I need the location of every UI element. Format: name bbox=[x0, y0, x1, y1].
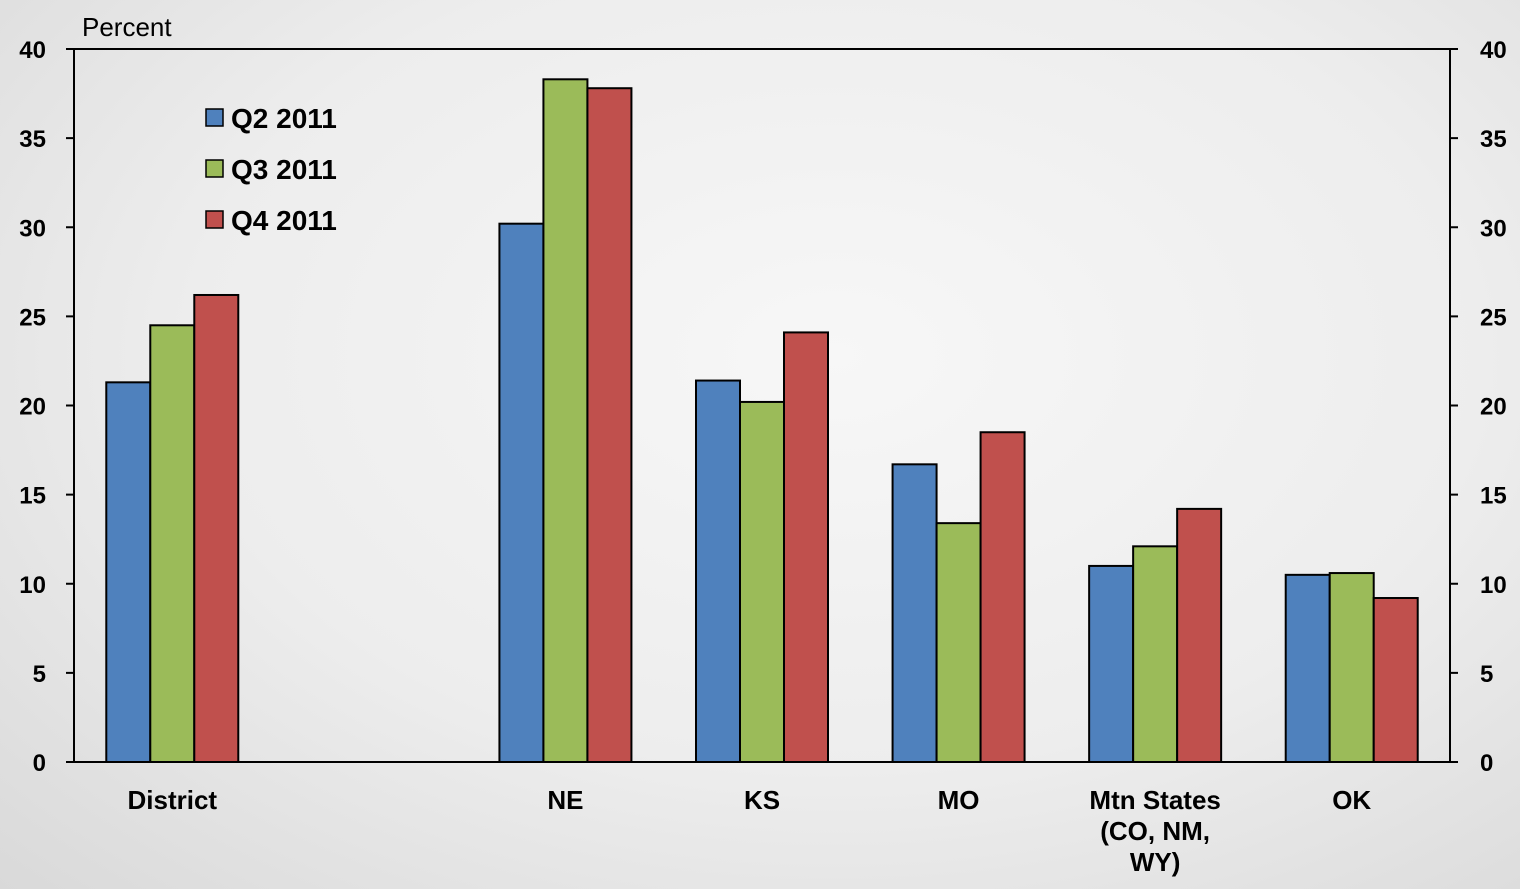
bar bbox=[193, 293, 240, 763]
x-category-label: KS bbox=[744, 785, 780, 815]
y-tick-label-right: 10 bbox=[1480, 572, 1507, 599]
x-category-label: MO bbox=[938, 785, 980, 815]
bar bbox=[739, 400, 785, 763]
bar bbox=[979, 431, 1026, 763]
legend-label: Q2 2011 bbox=[231, 103, 337, 134]
legend: Q2 2011 Q3 2011 Q4 2011 bbox=[205, 103, 337, 236]
y-tick-label-left: 15 bbox=[19, 483, 46, 510]
bar bbox=[542, 78, 589, 764]
bar bbox=[1284, 573, 1331, 764]
x-category-label: (CO, NM, bbox=[1100, 816, 1210, 846]
y-tick-label-right: 25 bbox=[1480, 304, 1507, 331]
y-tick-label-right: 35 bbox=[1480, 126, 1507, 153]
legend-label: Q3 2011 bbox=[231, 154, 337, 185]
x-category-label: District bbox=[127, 785, 217, 815]
bar bbox=[783, 331, 829, 763]
bar bbox=[1132, 545, 1179, 763]
x-category-labels: District NE KS MO Mtn States(CO, NM,WY) OK bbox=[127, 785, 1371, 877]
y-tick-label-right: 5 bbox=[1480, 661, 1493, 688]
y-tick-label-right: 30 bbox=[1480, 215, 1507, 242]
y-tick-label-left: 10 bbox=[19, 572, 46, 599]
y-tick-label-left: 30 bbox=[19, 215, 46, 242]
bar bbox=[695, 379, 741, 763]
y-tick-label-left: 25 bbox=[19, 304, 46, 331]
bar bbox=[1328, 572, 1375, 763]
x-category-label: NE bbox=[547, 785, 583, 815]
y-tick-label-right: 40 bbox=[1480, 37, 1507, 64]
x-category-label: Mtn States bbox=[1089, 785, 1220, 815]
bar bbox=[1176, 507, 1223, 764]
legend-label: Q4 2011 bbox=[231, 205, 337, 236]
legend-swatch bbox=[205, 108, 224, 127]
bar bbox=[935, 522, 982, 764]
bar bbox=[149, 324, 196, 763]
bar bbox=[1372, 597, 1419, 764]
bar bbox=[586, 87, 633, 763]
y-tick-label-left: 0 bbox=[33, 750, 46, 777]
y-tick-label-left: 40 bbox=[19, 37, 46, 64]
x-category-label: WY) bbox=[1130, 847, 1181, 877]
y-tick-label-right: 15 bbox=[1480, 483, 1507, 510]
legend-swatch bbox=[205, 210, 224, 229]
legend-swatch bbox=[205, 159, 224, 178]
y-tick-label-right: 20 bbox=[1480, 394, 1507, 421]
y-axis-label: Percent bbox=[82, 12, 172, 42]
x-category-label: OK bbox=[1332, 785, 1371, 815]
bar bbox=[105, 381, 152, 763]
bars-layer bbox=[105, 78, 1419, 764]
y-ticks: 0 0 5 5 10 10 15 15 20 20 25 25 30 30 35 35 40 40 bbox=[19, 37, 1506, 777]
bar bbox=[891, 463, 938, 763]
y-tick-label-right: 0 bbox=[1480, 750, 1493, 777]
bar bbox=[498, 222, 545, 763]
bar bbox=[1088, 564, 1135, 763]
y-tick-label-left: 20 bbox=[19, 394, 46, 421]
y-tick-label-left: 5 bbox=[33, 661, 46, 688]
y-tick-label-left: 35 bbox=[19, 126, 46, 153]
